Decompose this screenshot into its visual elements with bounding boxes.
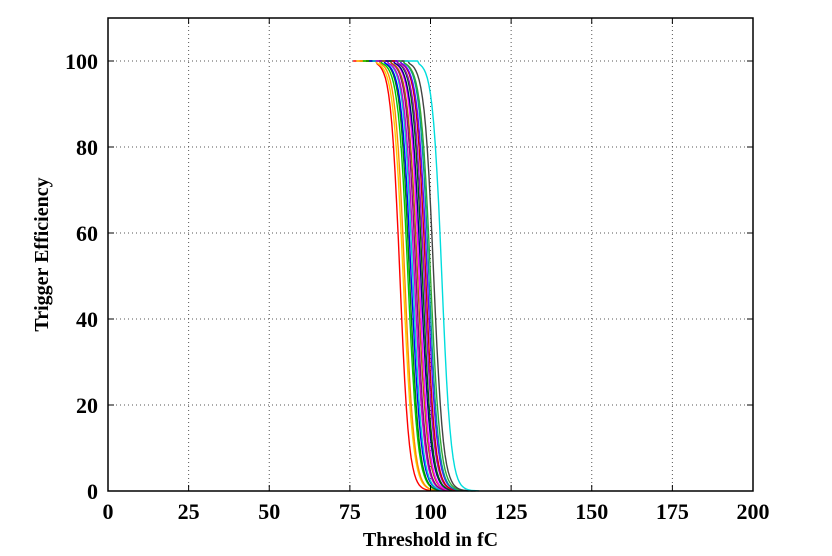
grid-lines bbox=[108, 18, 753, 491]
y-tick-label: 40 bbox=[76, 307, 98, 332]
y-tick-label: 100 bbox=[65, 49, 98, 74]
x-tick-label: 75 bbox=[339, 499, 361, 524]
y-tick-label: 20 bbox=[76, 393, 98, 418]
x-tick-label: 100 bbox=[414, 499, 447, 524]
x-tick-label: 200 bbox=[737, 499, 770, 524]
x-tick-label: 125 bbox=[495, 499, 528, 524]
x-tick-label: 175 bbox=[656, 499, 689, 524]
axis-ticks: 0 25 50 75 100 125 150 175 200 0 20 40 60 80 100 bbox=[65, 18, 770, 524]
x-axis-title: Threshold in fC bbox=[363, 529, 498, 551]
y-tick-label: 0 bbox=[87, 479, 98, 504]
y-tick-label: 60 bbox=[76, 221, 98, 246]
efficiency-curve-19 bbox=[401, 60, 476, 492]
x-tick-label: 25 bbox=[178, 499, 200, 524]
y-axis-title: Trigger Efficiency bbox=[31, 177, 53, 331]
efficiency-curves bbox=[353, 60, 479, 492]
efficiency-curve-20 bbox=[404, 60, 479, 492]
y-tick-label: 80 bbox=[76, 135, 98, 160]
x-tick-label: 0 bbox=[103, 499, 114, 524]
efficiency-curve-17 bbox=[398, 60, 470, 492]
x-tick-label: 150 bbox=[575, 499, 608, 524]
x-tick-label: 50 bbox=[258, 499, 280, 524]
